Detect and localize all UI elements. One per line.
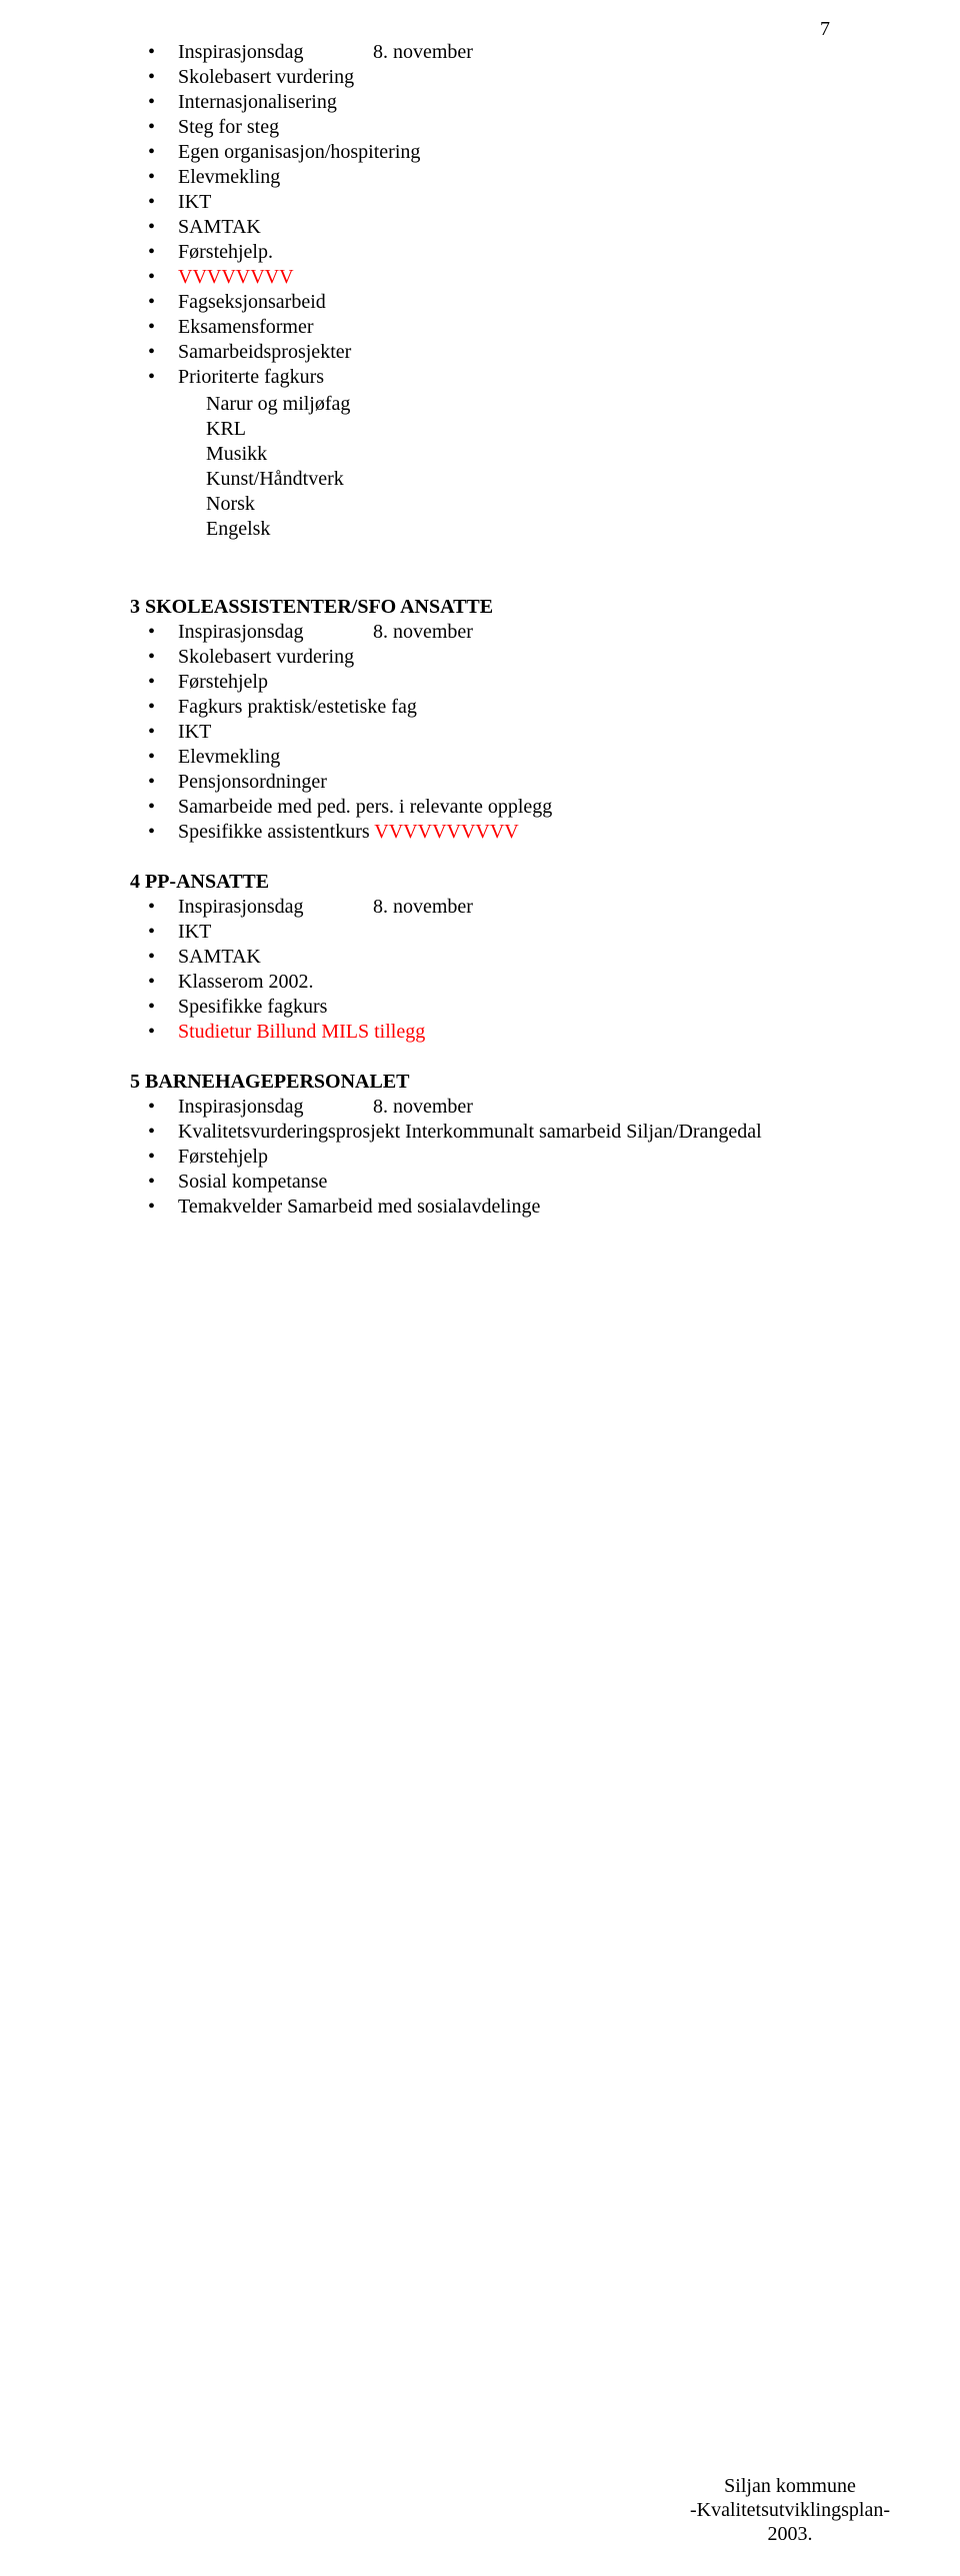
list-item: Inspirasjonsdag 8. november [130,895,850,920]
item-right: 8. november [373,40,473,65]
list-item: Inspirasjonsdag 8. november [130,620,850,645]
item-red: VVVVVVVV [178,266,294,288]
item-right: 8. november [373,620,473,645]
item-right: 8. november [373,895,473,920]
section4-heading: 4 PP-ANSATTE [130,869,850,895]
list-item: Skolebasert vurdering [130,645,850,670]
list-item: Studietur Billund MILS tillegg [130,1020,850,1045]
list-item: Klasserom 2002. [130,970,850,995]
list-item: Førstehjelp [130,1145,850,1170]
footer: Siljan kommune -Kvalitetsutviklingsplan-… [690,2474,890,2546]
list-item: IKT [130,920,850,945]
footer-line2: -Kvalitetsutviklingsplan- [690,2498,890,2522]
list-item: Fagkurs praktisk/estetiske fag [130,695,850,720]
item-suffix-red: VVVVVVVVVV [374,821,518,843]
list-item: SAMTAK [130,215,850,240]
list-item: Kvalitetsvurderingsprosjekt Interkommuna… [130,1120,850,1145]
list-item: IKT [130,720,850,745]
list-item: Egen organisasjon/hospitering [130,140,850,165]
sublist-item: Narur og miljøfag [206,392,850,417]
list-item: Internasjonalisering [130,90,850,115]
list-item: Fagseksjonsarbeid [130,290,850,315]
item-left: Inspirasjonsdag [178,620,373,645]
list-item: Steg for steg [130,115,850,140]
item-left: Inspirasjonsdag [178,40,373,65]
list-item: IKT [130,190,850,215]
list-item: Inspirasjonsdag 8. november [130,40,850,65]
list-item: Skolebasert vurdering [130,65,850,90]
list-item: Inspirasjonsdag 8. november [130,1095,850,1120]
list-item: Samarbeide med ped. pers. i relevante op… [130,795,850,820]
list-item: Elevmekling [130,745,850,770]
section3-heading: 3 SKOLEASSISTENTER/SFO ANSATTE [130,594,850,620]
section5-heading: 5 BARNEHAGEPERSONALET [130,1069,850,1095]
list-item: Førstehjelp. [130,240,850,265]
sublist-item: KRL [206,417,850,442]
section4-list: Inspirasjonsdag 8. november IKT SAMTAK K… [130,895,850,1045]
item-prefix: Spesifikke assistentkurs [178,821,374,843]
footer-line3: 2003. [690,2522,890,2546]
list-item: Eksamensformer [130,315,850,340]
footer-line1: Siljan kommune [690,2474,890,2498]
document-page: 7 Inspirasjonsdag 8. november Skolebaser… [0,0,960,2576]
list-item: Prioriterte fagkurs [130,365,850,390]
list-item: VVVVVVVV [130,265,850,290]
list-item: Sosial kompetanse [130,1170,850,1195]
list-item: Pensjonsordninger [130,770,850,795]
section1-list: Inspirasjonsdag 8. november Skolebasert … [130,40,850,390]
sublist-item: Engelsk [206,517,850,542]
item-right: 8. november [373,1095,473,1120]
sublist-item: Kunst/Håndtverk [206,467,850,492]
list-item: Spesifikke fagkurs [130,995,850,1020]
item-left: Inspirasjonsdag [178,1095,373,1120]
list-item: Spesifikke assistentkurs VVVVVVVVVV [130,820,850,845]
list-item: Temakvelder Samarbeid med sosialavdeling… [130,1195,850,1220]
section3-list: Inspirasjonsdag 8. november Skolebasert … [130,620,850,845]
sublist-item: Musikk [206,442,850,467]
section5-list: Inspirasjonsdag 8. november Kvalitetsvur… [130,1095,850,1220]
section1-sublist: Narur og miljøfag KRL Musikk Kunst/Håndt… [206,392,850,542]
list-item: SAMTAK [130,945,850,970]
list-item: Førstehjelp [130,670,850,695]
page-number: 7 [820,18,830,41]
item-left: Inspirasjonsdag [178,895,373,920]
item-prefix-red: Studietur Billund MILS tillegg [178,1021,425,1043]
sublist-item: Norsk [206,492,850,517]
list-item: Elevmekling [130,165,850,190]
list-item: Samarbeidsprosjekter [130,340,850,365]
